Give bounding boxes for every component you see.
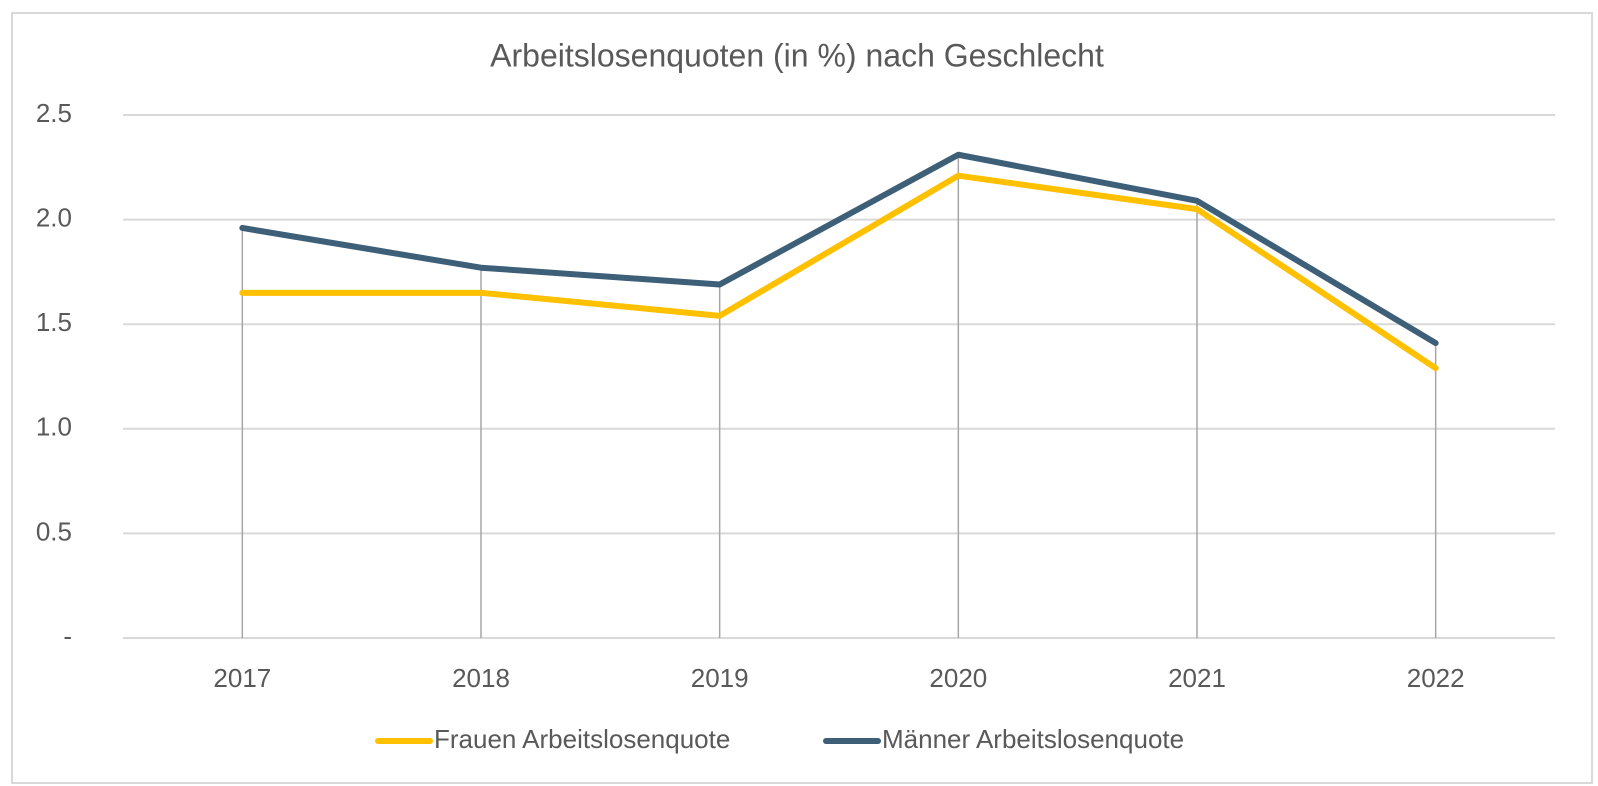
chart-border [11, 12, 1593, 784]
x-tick-label: 2022 [1407, 663, 1465, 693]
y-tick-label: 1.5 [36, 307, 72, 337]
y-tick-label: 0.5 [36, 516, 72, 546]
x-tick-label: 2017 [213, 663, 271, 693]
x-tick-label: 2021 [1168, 663, 1226, 693]
x-tick-label: 2018 [452, 663, 510, 693]
legend-label: Frauen Arbeitslosenquote [434, 724, 730, 754]
y-tick-label: 2.5 [36, 98, 72, 128]
y-tick-label: 1.0 [36, 412, 72, 442]
y-tick-label: 2.0 [36, 202, 72, 232]
x-tick-label: 2020 [929, 663, 987, 693]
legend-label: Männer Arbeitslosenquote [882, 724, 1184, 754]
chart-title: Arbeitslosenquoten (in %) nach Geschlech… [490, 37, 1104, 73]
y-tick-label: - [63, 621, 72, 651]
series-line [239, 172, 1439, 372]
x-tick-label: 2019 [691, 663, 749, 693]
series-line [239, 151, 1439, 347]
